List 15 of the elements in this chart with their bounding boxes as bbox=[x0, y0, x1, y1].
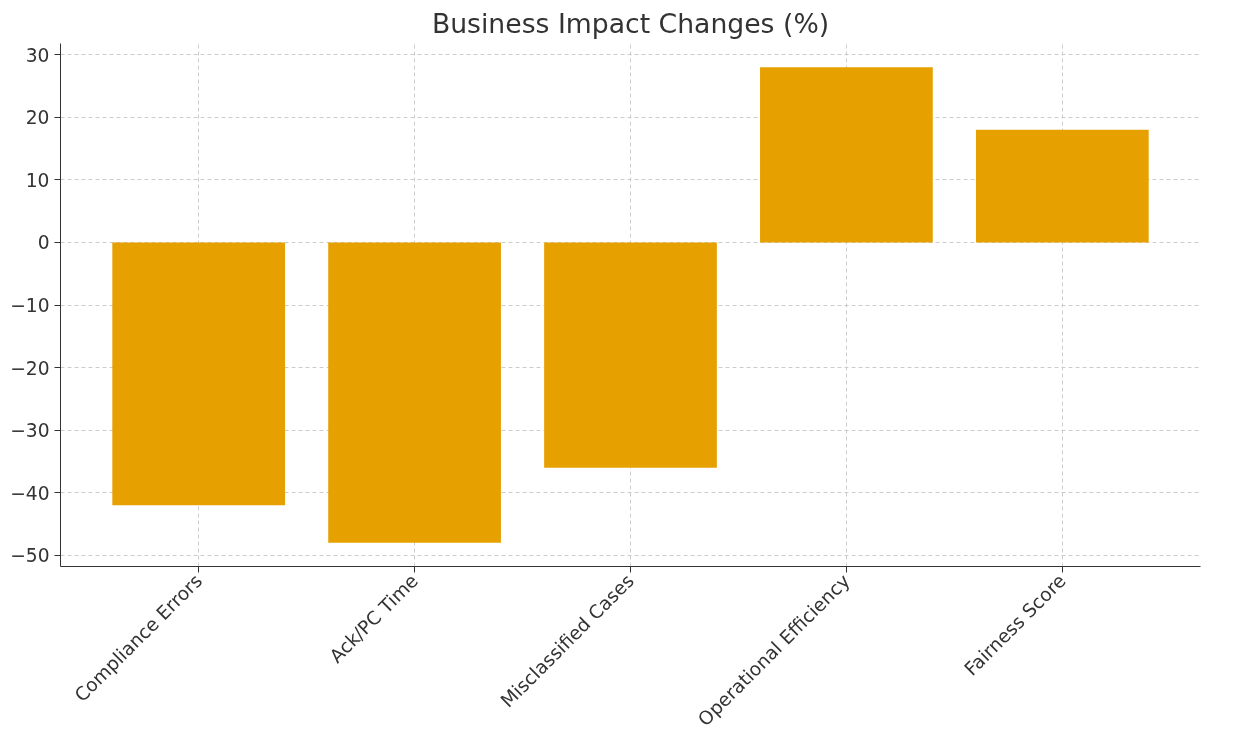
y-tick-label: 10 bbox=[25, 169, 50, 191]
bar bbox=[112, 242, 286, 506]
y-tick-label: 30 bbox=[25, 44, 50, 66]
bar bbox=[328, 242, 501, 543]
y-tick-label: 20 bbox=[25, 107, 50, 129]
y-tick-label: −40 bbox=[10, 482, 50, 504]
y-tick-label: −30 bbox=[10, 420, 50, 442]
y-tick-label: −50 bbox=[10, 545, 50, 567]
y-tick-label: 0 bbox=[37, 232, 50, 254]
y-tick-label: −10 bbox=[10, 295, 50, 316]
bar bbox=[760, 67, 933, 243]
y-tick-label: −20 bbox=[10, 357, 50, 379]
chart-title: Business Impact Changes (%) bbox=[431, 7, 830, 39]
bar bbox=[975, 129, 1149, 243]
bar bbox=[544, 242, 717, 468]
